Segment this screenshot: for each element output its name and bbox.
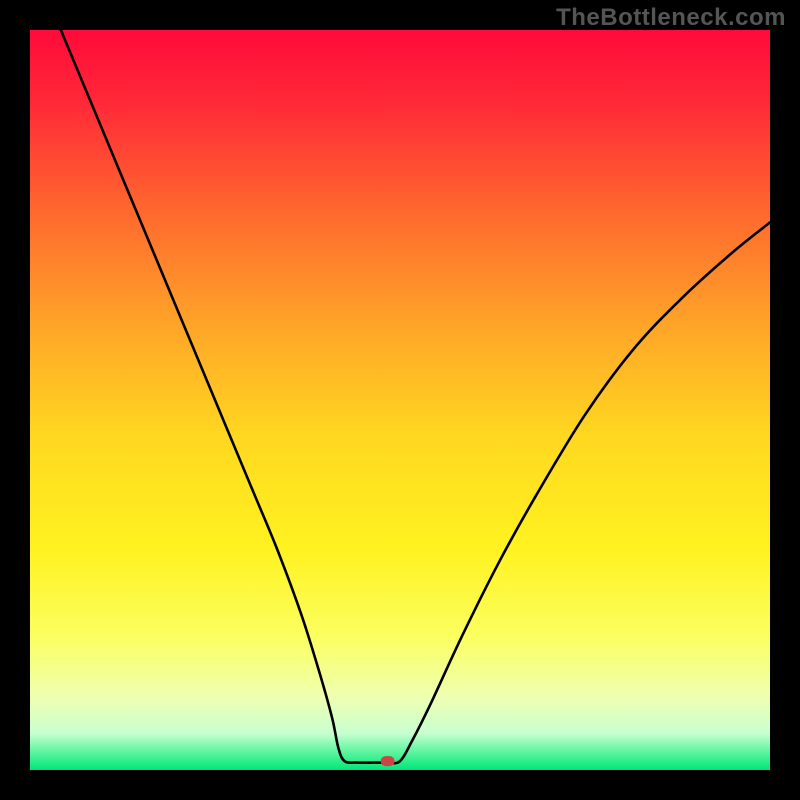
plot-svg xyxy=(30,30,770,770)
watermark-text: TheBottleneck.com xyxy=(556,4,786,32)
optimum-marker xyxy=(381,756,395,766)
chart-frame: TheBottleneck.com xyxy=(0,0,800,800)
bottleneck-curve xyxy=(61,30,770,763)
plot-area xyxy=(30,30,770,770)
